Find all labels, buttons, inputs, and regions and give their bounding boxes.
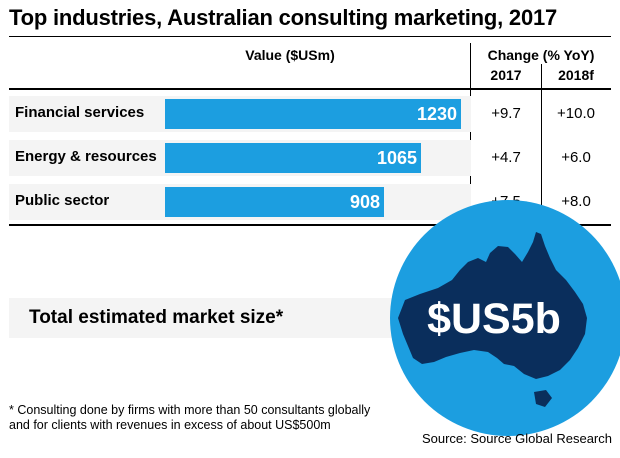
value-bar: 1230 — [165, 99, 461, 129]
value-bar: 908 — [165, 187, 384, 217]
title-underline — [9, 36, 611, 37]
change-header: Change (% YoY) — [487, 47, 595, 63]
change-2017-value: +9.7 — [491, 105, 521, 122]
market-size-value: $US5b — [427, 295, 561, 343]
category-label: Energy & resources — [15, 148, 157, 165]
chart-title: Top industries, Australian consulting ma… — [9, 5, 558, 30]
change-2018f-value: +6.0 — [561, 149, 591, 166]
total-market-box: Total estimated market size* — [9, 298, 407, 338]
value-bar: 1065 — [165, 143, 421, 173]
year-2017-header: 2017 — [490, 67, 522, 83]
change-2017-value: +4.7 — [491, 149, 521, 166]
change-2018f-value: +10.0 — [557, 105, 595, 122]
value-header: Value ($USm) — [245, 47, 335, 63]
table-bottom-rule — [9, 224, 611, 226]
total-market-label: Total estimated market size* — [29, 307, 284, 328]
category-label: Public sector — [15, 192, 110, 209]
year-2018f-header: 2018f — [558, 67, 594, 83]
australia-map-icon — [398, 232, 587, 407]
category-label: Financial services — [15, 104, 145, 121]
change-2018f-value: +8.0 — [561, 193, 591, 210]
change-divider — [470, 43, 471, 225]
year-divider — [541, 64, 542, 225]
footnote: * Consulting done by firms with more tha… — [9, 403, 371, 432]
source-note: Source: Source Global Research — [421, 431, 612, 446]
header-underline — [9, 88, 611, 90]
bar-value-label: 1065 — [376, 148, 417, 168]
bar-value-label: 1230 — [416, 104, 457, 124]
bar-value-label: 908 — [349, 192, 380, 212]
